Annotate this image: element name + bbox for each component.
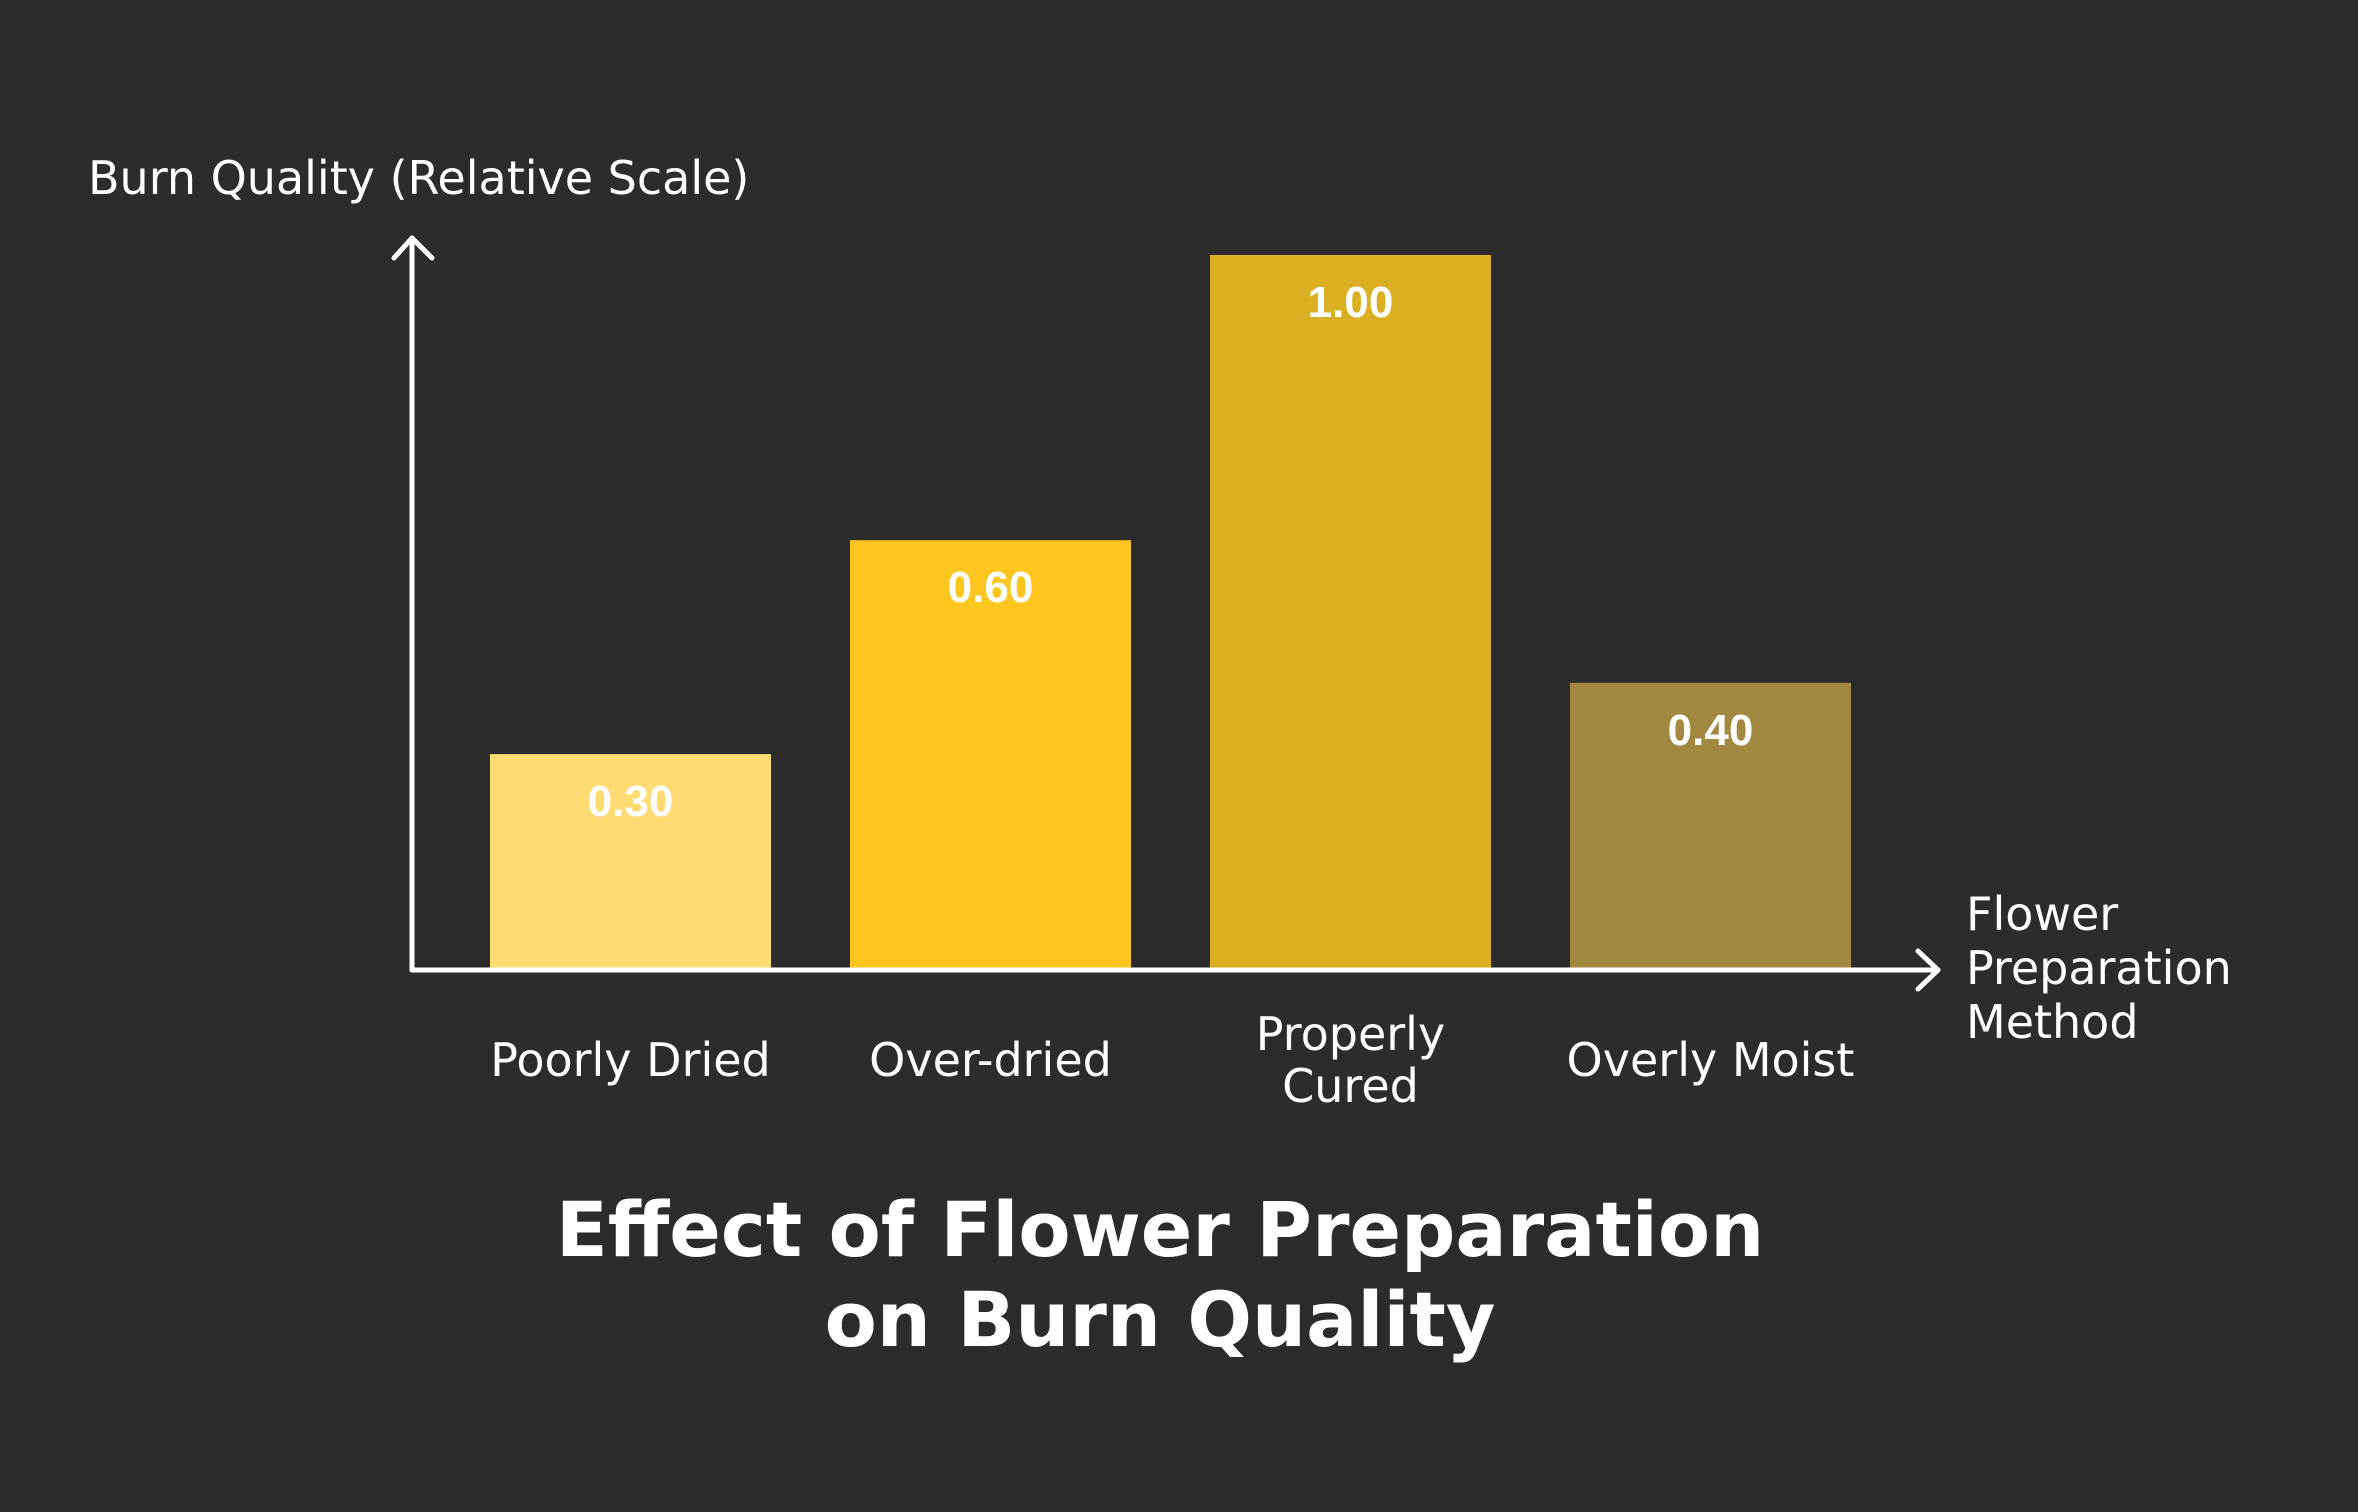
value-label-over-dried: 0.60 <box>948 563 1034 612</box>
category-label-properly-cured-line-1: Properly <box>1256 1007 1445 1061</box>
y-axis-label: Burn Quality (Relative Scale) <box>88 151 749 205</box>
bar-poorly-dried <box>490 754 771 968</box>
chart-title-line-2: on Burn Quality <box>825 1275 1496 1364</box>
bar-properly-cured <box>1210 255 1491 968</box>
category-label-overly-moist: Overly Moist <box>1567 1033 1855 1087</box>
bar-over-dried <box>850 540 1131 968</box>
category-label-poorly-dried: Poorly Dried <box>490 1033 771 1087</box>
bar-overly-moist <box>1570 682 1851 968</box>
x-axis-label-line-1: Flower <box>1966 887 2118 941</box>
category-label-properly-cured-line-2: Cured <box>1282 1059 1419 1113</box>
chart-title-line-1: Effect of Flower Preparation <box>556 1185 1764 1274</box>
x-axis-label-line-2: Preparation <box>1966 941 2232 995</box>
value-label-poorly-dried: 0.30 <box>588 777 674 826</box>
x-axis-arrowhead <box>1915 948 1941 992</box>
x-axis-label-line-3: Method <box>1966 995 2139 1049</box>
y-axis-arrowhead <box>391 235 435 261</box>
bars-group <box>490 255 1851 968</box>
category-label-over-dried: Over-dried <box>869 1033 1112 1087</box>
value-label-overly-moist: 0.40 <box>1668 706 1754 755</box>
value-labels-group: 0.30 0.60 1.00 0.40 <box>588 278 1754 826</box>
value-label-properly-cured: 1.00 <box>1308 278 1394 327</box>
